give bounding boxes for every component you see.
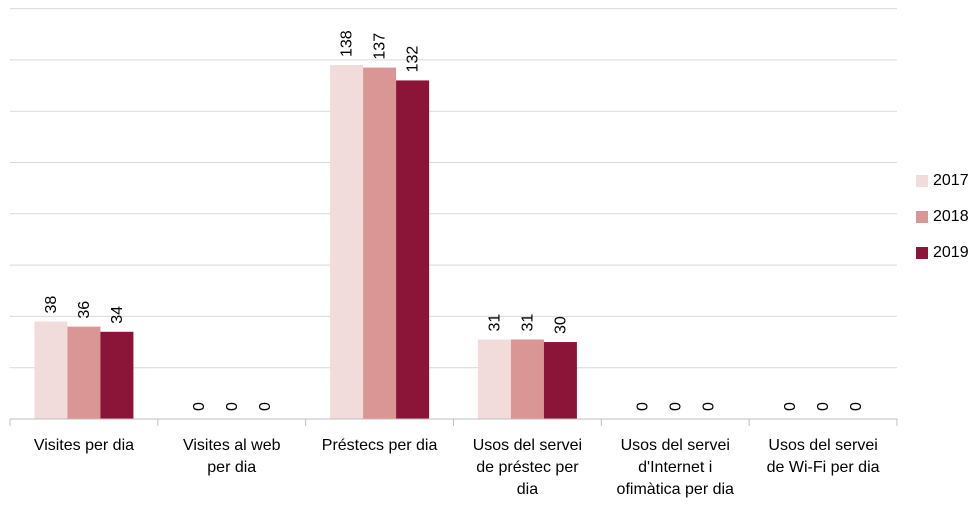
x-tick-label: Préstecs per dia [322,437,438,454]
data-label: 0 [815,402,832,411]
x-tick-label: Usos del servei de préstec per dia [473,437,582,498]
data-labels: 38 36 34 0 0 0 138 137 132 31 31 30 0 0 0 0 0 0 [43,30,865,411]
bar-2018 [67,326,101,419]
legend-swatch [916,175,928,187]
data-label: 0 [257,402,274,411]
x-tick-label: Usos del servei de Wi-Fi per dia [767,437,880,476]
data-label: 0 [224,402,241,411]
data-label: 0 [634,402,651,411]
data-label: 30 [552,316,569,334]
data-label: 0 [700,402,717,411]
bar-2019 [543,342,577,419]
gridlines [10,8,897,369]
legend-label: 2017 [933,172,969,189]
data-label: 0 [667,402,684,411]
legend-item: 2018 [916,199,969,235]
data-label: 38 [43,296,60,314]
data-label: 36 [76,301,93,319]
data-label: 0 [848,402,865,411]
bar-2018 [363,67,397,419]
data-label: 34 [109,306,126,324]
legend-item: 2019 [916,235,969,271]
bar-2019 [100,331,134,419]
legend-item: 2017 [916,163,969,199]
data-label: 132 [405,46,422,73]
bar-2017 [34,321,68,419]
legend-swatch [916,211,928,223]
data-label: 31 [486,314,503,332]
data-label: 137 [372,33,389,60]
x-axis [9,418,898,426]
bars [34,65,577,420]
legend-label: 2019 [933,244,969,261]
legend-swatch [916,247,928,259]
bar-2017 [330,65,364,419]
category-labels: Visites per dia Visites al web per dia Prés… [34,437,880,498]
bar-2019 [396,80,430,420]
data-label: 138 [339,30,356,57]
bar-2017 [477,339,511,419]
data-label: 0 [191,402,208,411]
bar-2018 [510,339,544,419]
data-label: 31 [519,314,536,332]
data-label: 0 [782,402,799,411]
legend: 2017 2018 2019 [916,163,969,271]
x-tick-label: Visites per dia [34,437,134,454]
legend-label: 2018 [933,208,969,225]
x-tick-label: Visites al web per dia [183,437,281,476]
x-tick-label: Usos del servei d'Internet i ofimàtica per… [617,437,734,498]
